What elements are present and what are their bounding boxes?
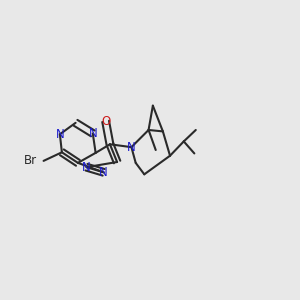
Text: O: O bbox=[101, 115, 110, 128]
Text: Br: Br bbox=[24, 154, 37, 167]
Text: N: N bbox=[82, 161, 91, 174]
Text: N: N bbox=[127, 141, 136, 154]
Text: N: N bbox=[88, 127, 97, 140]
Text: N: N bbox=[99, 166, 108, 179]
Text: N: N bbox=[56, 128, 64, 141]
